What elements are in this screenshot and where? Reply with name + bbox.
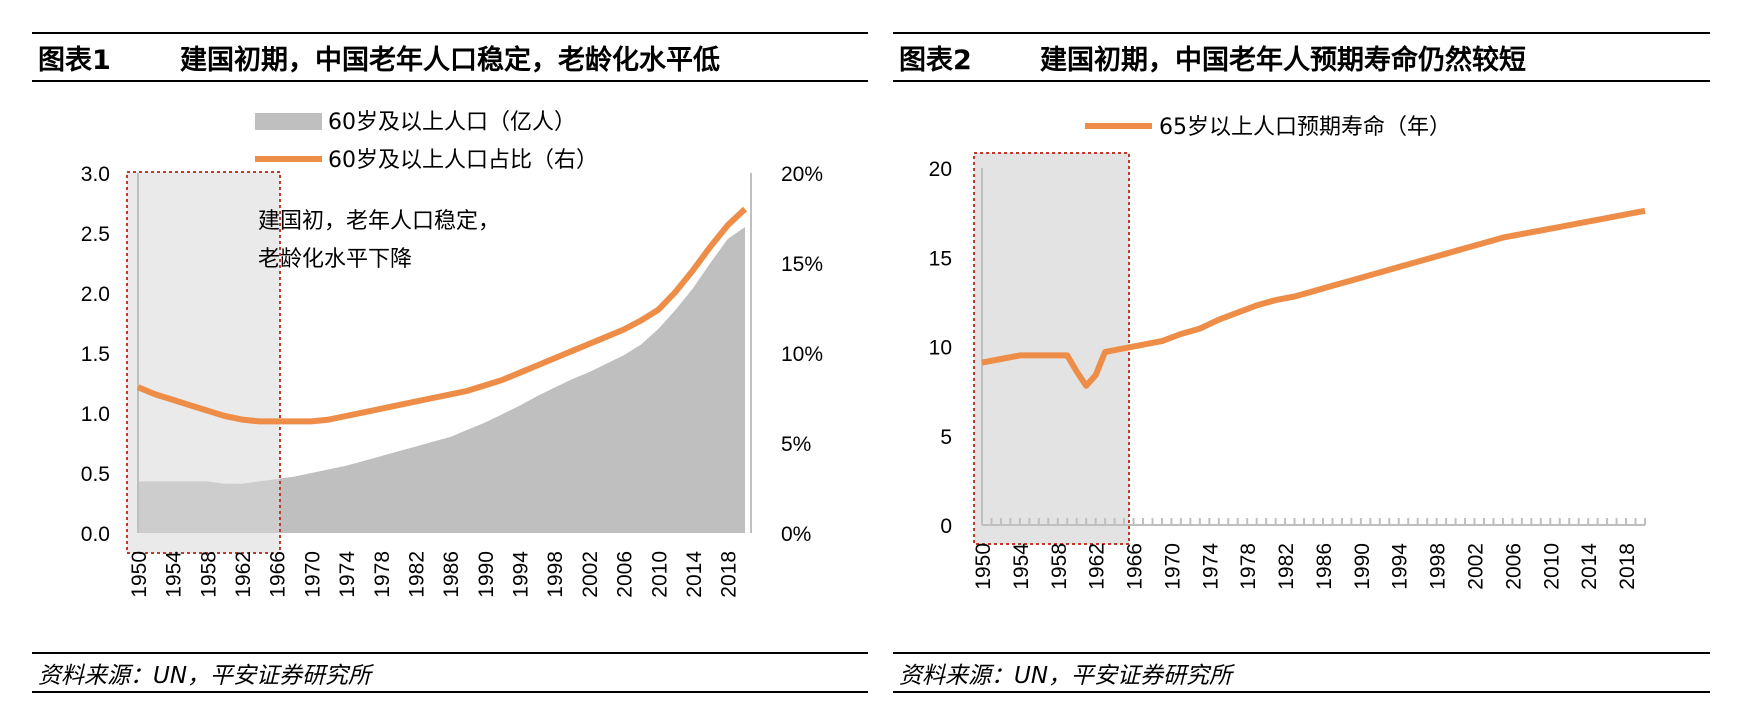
chart1-x-tick-label: 1962 [232, 551, 255, 598]
chart2-y-tick-label: 15 [929, 247, 952, 270]
chart1-right-tick-label: 10% [781, 343, 823, 366]
chart1-x-tick-label: 1994 [510, 551, 533, 598]
chart1-x-tick-label: 1954 [163, 551, 186, 598]
chart2-title: 建国初期，中国老年人预期寿命仍然较短 [1040, 44, 1526, 76]
chart1-left-tick-label: 2.0 [81, 283, 110, 306]
chart1-right-tick-label: 0% [781, 523, 811, 546]
chart2-line-layer [981, 207, 1646, 389]
chart2-source: 资料来源：UN，平安证券研究所 [899, 663, 1235, 689]
chart1-tick-labels: 0.0 0.5 1.0 1.5 2.0 2.5 3.0 0% 5% 10% 15% 20% 1950 19… [81, 163, 823, 598]
chart2-figure-label: 图表2 [899, 45, 972, 76]
chart1-right-tick-label: 20% [781, 163, 823, 186]
chart1-annotation-line2: 老龄化水平下降 [258, 247, 412, 272]
chart1-right-tick-label: 5% [781, 433, 811, 456]
chart2-footer: 资料来源：UN，平安证券研究所 [893, 652, 1710, 693]
chart1-x-tick-label: 1986 [440, 551, 463, 598]
chart2-header: 图表2 建国初期，中国老年人预期寿命仍然较短 [893, 32, 1710, 82]
chart1-annotation-line1: 建国初，老年人口稳定， [258, 209, 500, 234]
chart1-x-tick-label: 1970 [301, 551, 324, 598]
chart1-x-tick-label: 1990 [475, 551, 498, 598]
chart2-highlight-box [973, 152, 1130, 545]
chart1-x-tick-label: 1982 [405, 551, 428, 598]
chart1-left-tick-label: 0.0 [81, 523, 110, 546]
chart1-x-tick-label: 1950 [128, 551, 151, 598]
chart2-x-tick-label: 2006 [1502, 543, 1525, 590]
chart1-right-tick-label: 15% [781, 253, 823, 276]
chart2-x-tick-label: 2014 [1578, 543, 1601, 590]
chart2-tick-labels: 0 5 10 15 20 1950 1954 1958 1962 1966 1970 1974 1978… [929, 158, 1639, 590]
chart2-y-tick-label: 0 [940, 515, 952, 538]
chart2-x-tick-label: 1982 [1275, 543, 1298, 590]
chart1-highlight-box [126, 171, 281, 554]
chart1-footer: 资料来源：UN，平安证券研究所 [32, 652, 868, 693]
chart1-x-tick-label: 2006 [614, 551, 637, 598]
chart1-x-tick-label: 2018 [718, 551, 741, 598]
chart2-y-tick-label: 5 [940, 426, 952, 449]
chart1-x-tick-label: 2010 [648, 551, 671, 598]
chart2-legend-label: 65岁以上人口预期寿命（年） [1159, 115, 1451, 140]
chart1-header: 图表1 建国初期，中国老年人口稳定，老龄化水平低 [32, 32, 868, 82]
chart1-x-tick-label: 1978 [371, 551, 394, 598]
chart2-x-tick-label: 1966 [1124, 543, 1147, 590]
chart2-x-tick-label: 1950 [972, 543, 995, 590]
chart1-line-layer [136, 206, 748, 425]
chart1-left-tick-label: 1.5 [81, 343, 110, 366]
chart1-x-tick-label: 1966 [267, 551, 290, 598]
chart2-series-line [981, 207, 1646, 389]
chart1-x-tick-label: 2014 [683, 551, 706, 598]
chart1-plot: 0.0 0.5 1.0 1.5 2.0 2.5 3.0 0% 5% 10% 15% 20% 1950 19… [81, 110, 823, 598]
chart2-x-tick-label: 1986 [1313, 543, 1336, 590]
chart1-x-tick-label: 1998 [544, 551, 567, 598]
chart1-legend-label-line: 60岁及以上人口占比（右） [328, 148, 598, 173]
chart2-x-tick-label: 1990 [1351, 543, 1374, 590]
chart2-y-tick-label: 10 [929, 337, 952, 360]
chart1-figure-label: 图表1 [38, 45, 111, 76]
chart1-left-tick-label: 2.5 [81, 223, 110, 246]
chart2-x-tick-label: 2002 [1465, 543, 1488, 590]
chart2-x-tick-label: 1974 [1199, 543, 1222, 590]
chart1-axes [137, 173, 752, 533]
chart1-x-tick-label: 1974 [336, 551, 359, 598]
chart2-x-tick-label: 1970 [1161, 543, 1184, 590]
chart1-x-tick-label: 1958 [197, 551, 220, 598]
chart2-x-tick-label: 1998 [1427, 543, 1450, 590]
chart1-legend-label-area: 60岁及以上人口（亿人） [328, 110, 576, 135]
chart2-plot: 0 5 10 15 20 1950 1954 1958 1962 1966 1970 1974 1978… [929, 115, 1646, 590]
chart2-legend: 65岁以上人口预期寿命（年） [1085, 115, 1451, 140]
chart1-left-tick-label: 3.0 [81, 163, 110, 186]
chart1-area-layer [138, 227, 745, 533]
chart1-title: 建国初期，中国老年人口稳定，老龄化水平低 [180, 44, 720, 76]
chart2-axes [981, 168, 1646, 526]
chart1-x-tick-label: 2002 [579, 551, 602, 598]
chart2-x-tick-label: 2018 [1616, 543, 1639, 590]
chart2-x-tick-label: 1994 [1389, 543, 1412, 590]
chart2-x-tick-label: 1958 [1048, 543, 1071, 590]
chart1-series-line [136, 206, 748, 425]
chart2-x-tick-label: 1978 [1237, 543, 1260, 590]
chart2-x-tick-label: 2010 [1540, 543, 1563, 590]
chart1-left-tick-label: 0.5 [81, 463, 110, 486]
chart1-legend-swatch-area [255, 113, 322, 130]
chart1-legend: 60岁及以上人口（亿人） 60岁及以上人口占比（右） [255, 110, 598, 173]
chart2-x-tick-label: 1962 [1086, 543, 1109, 590]
chart1-series-area [138, 227, 745, 533]
chart2-x-tick-label: 1954 [1010, 543, 1033, 590]
chart1-source: 资料来源：UN，平安证券研究所 [38, 663, 374, 689]
chart2-y-tick-label: 20 [929, 158, 952, 181]
chart1-left-tick-label: 1.0 [81, 403, 110, 426]
